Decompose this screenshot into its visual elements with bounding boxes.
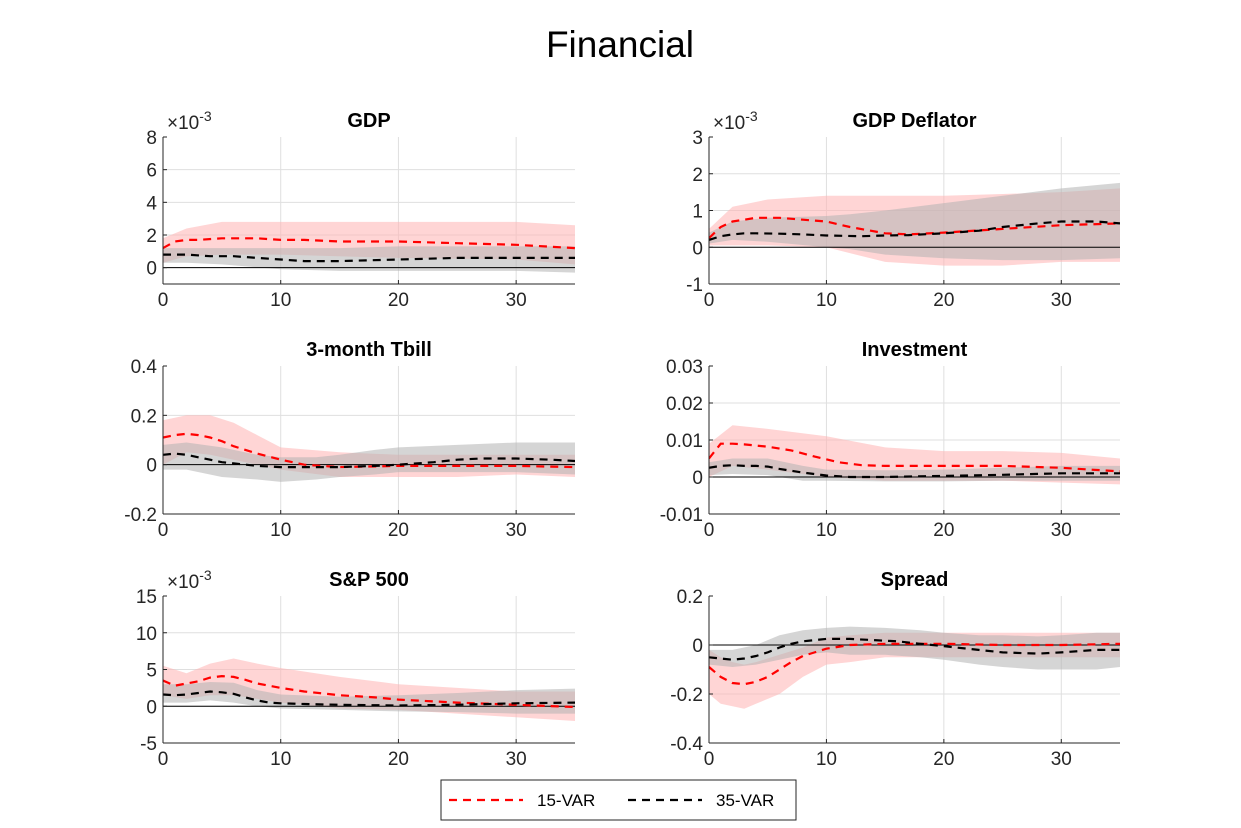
x-tick-label: 30 bbox=[1051, 520, 1072, 541]
x-tick-label: 30 bbox=[506, 520, 527, 541]
x-tick-label: 10 bbox=[816, 749, 837, 770]
subplot-title: S&P 500 bbox=[329, 569, 409, 591]
x-tick-label: 20 bbox=[933, 749, 954, 770]
subplot-title: GDP Deflator bbox=[852, 110, 976, 132]
subplot-title: 3-month Tbill bbox=[306, 339, 432, 361]
x-tick-label: 30 bbox=[1051, 749, 1072, 770]
subplot-3-month-tbill: 0 10 20 30-0.200.20.43-month Tbill bbox=[124, 339, 575, 541]
series-line-35-var bbox=[709, 637, 1120, 661]
legend-box bbox=[440, 779, 797, 821]
legend: 15-VAR 35-VAR bbox=[440, 779, 797, 821]
x-tick-label: 10 bbox=[270, 749, 291, 770]
x-tick-label: 0 bbox=[158, 290, 169, 311]
exponent-label: ×10-3 bbox=[713, 108, 758, 134]
series-line-15-var bbox=[709, 216, 1120, 239]
x-tick-label: 0 bbox=[704, 520, 715, 541]
x-tick-label: 0 bbox=[704, 290, 715, 311]
legend-label-15-var: 15-VAR bbox=[537, 791, 595, 810]
subplot-gdp: 0 10 20 30 0 2 4 6 8 GDP ×10-3 bbox=[146, 108, 575, 311]
x-tick-label: 10 bbox=[816, 520, 837, 541]
y-tick-label: 0.01 bbox=[666, 431, 703, 452]
subplot-title: Investment bbox=[862, 339, 968, 361]
y-tick-label: 0.4 bbox=[131, 357, 158, 378]
series-line-35-var bbox=[163, 690, 575, 707]
y-tick-label: 0.02 bbox=[666, 394, 703, 415]
y-tick-label: 6 bbox=[146, 161, 157, 182]
legend-label-35-var: 35-VAR bbox=[716, 791, 774, 810]
subplot-title: Spread bbox=[881, 569, 949, 591]
x-tick-label: 10 bbox=[270, 520, 291, 541]
y-tick-label: 0 bbox=[692, 636, 703, 657]
x-tick-label: 20 bbox=[388, 290, 409, 311]
y-tick-label: 0 bbox=[692, 468, 703, 489]
y-tick-label: -1 bbox=[686, 275, 703, 296]
series-line-15-var bbox=[709, 642, 1120, 686]
band-35-var bbox=[709, 458, 1120, 482]
series-line-35-var bbox=[163, 452, 575, 469]
series-line-35-var bbox=[709, 220, 1120, 241]
y-tick-label: 0.2 bbox=[677, 587, 703, 608]
series-line-15-var bbox=[163, 237, 575, 250]
x-tick-label: 20 bbox=[933, 520, 954, 541]
y-tick-label: -5 bbox=[140, 734, 157, 755]
x-tick-label: 0 bbox=[704, 749, 715, 770]
y-tick-label: 2 bbox=[146, 226, 157, 247]
x-tick-label: 30 bbox=[506, 749, 527, 770]
y-tick-label: 0 bbox=[146, 259, 157, 280]
x-tick-label: 10 bbox=[816, 290, 837, 311]
y-tick-label: 1 bbox=[692, 202, 703, 223]
y-tick-label: -0.4 bbox=[670, 734, 703, 755]
series-line-15-var bbox=[709, 442, 1120, 473]
y-tick-label: 0 bbox=[146, 697, 157, 718]
band-35-var bbox=[163, 442, 575, 482]
exponent-label: ×10-3 bbox=[167, 108, 212, 134]
y-tick-label: 2 bbox=[692, 165, 703, 186]
y-tick-label: 3 bbox=[692, 128, 703, 149]
band-35-var bbox=[709, 182, 1120, 261]
series-line-35-var bbox=[163, 253, 575, 263]
x-tick-label: 30 bbox=[506, 290, 527, 311]
y-tick-label: 15 bbox=[136, 587, 157, 608]
x-tick-label: 20 bbox=[933, 290, 954, 311]
y-tick-label: 8 bbox=[146, 128, 157, 149]
band-35-var bbox=[163, 246, 575, 273]
x-tick-label: 20 bbox=[388, 520, 409, 541]
y-tick-label: -0.2 bbox=[124, 505, 157, 526]
subplot-title: GDP bbox=[347, 110, 390, 132]
y-tick-label: -0.01 bbox=[660, 505, 703, 526]
x-tick-label: 0 bbox=[158, 520, 169, 541]
figure-title: Financial bbox=[546, 24, 694, 65]
band-35-var bbox=[709, 626, 1120, 670]
y-tick-label: 5 bbox=[146, 661, 157, 682]
y-tick-label: 4 bbox=[146, 193, 157, 214]
y-tick-label: -0.2 bbox=[670, 685, 703, 706]
subplot-spread: 0 10 20 30 -0.4 -0.2 0 0.2 Spread bbox=[670, 569, 1120, 770]
y-tick-label: 0 bbox=[692, 238, 703, 259]
x-tick-label: 20 bbox=[388, 749, 409, 770]
y-tick-label: 0.03 bbox=[666, 357, 703, 378]
y-tick-label: 0 bbox=[146, 456, 157, 477]
x-tick-label: 10 bbox=[270, 290, 291, 311]
x-tick-label: 0 bbox=[158, 749, 169, 770]
exponent-label: ×10-3 bbox=[167, 567, 212, 593]
y-tick-label: 10 bbox=[136, 624, 157, 645]
y-tick-label: 0.2 bbox=[131, 406, 157, 427]
series-line-15-var bbox=[163, 674, 575, 709]
x-tick-label: 30 bbox=[1051, 290, 1072, 311]
